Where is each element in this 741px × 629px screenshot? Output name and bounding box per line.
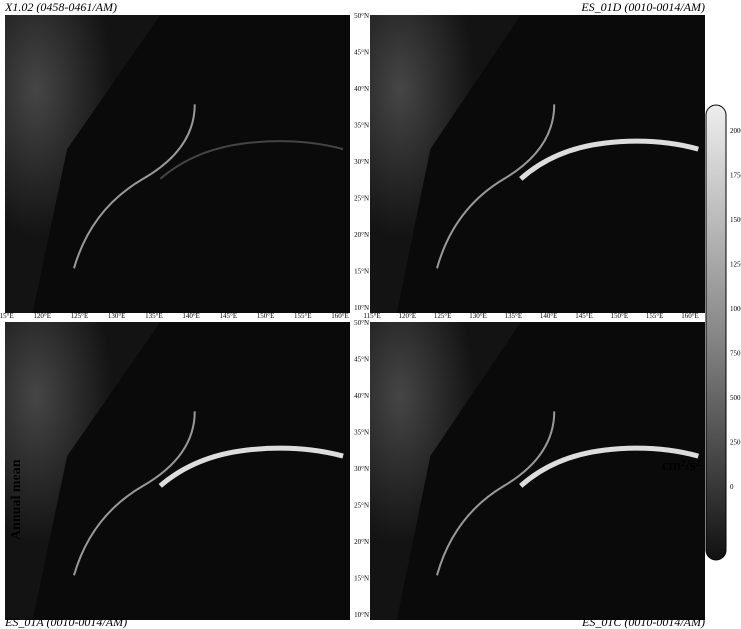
lon-label: 150°E	[611, 312, 629, 320]
lon-label: 125°E	[434, 312, 452, 320]
lat-label: 45°N	[354, 49, 369, 57]
colorbar-tick-label: 500	[730, 394, 741, 402]
panel-title: ES_01A (0010-0014/AM)	[4, 615, 127, 629]
lon-label: 145°E	[575, 312, 593, 320]
lat-label: 45°N	[354, 356, 369, 364]
colorbar-tick-label: 1750	[730, 172, 741, 180]
lat-label: 10°N	[354, 304, 369, 312]
lat-label: 50°N	[354, 12, 369, 20]
colorbar-tick-label: 1500	[730, 216, 741, 224]
lon-label: 130°E	[469, 312, 487, 320]
panel-title: ES_01C (0010-0014/AM)	[581, 615, 705, 629]
colorbar-tick-label: 750	[730, 350, 741, 358]
lon-label: 130°E	[108, 312, 126, 320]
lon-label: 140°E	[182, 312, 200, 320]
lat-label: 15°N	[354, 268, 369, 276]
colorbar-tick-label: 1250	[730, 261, 741, 269]
lon-label: 120°E	[33, 312, 51, 320]
colorbar-tick-label: 2000	[730, 127, 741, 135]
lon-label: 160°E	[331, 312, 349, 320]
lat-label: 30°N	[354, 158, 369, 166]
lon-label: 125°E	[71, 312, 89, 320]
lon-label: 120°E	[399, 312, 417, 320]
lat-label: 40°N	[354, 392, 369, 400]
lon-label: 115°E	[0, 312, 14, 320]
lon-label: 115°E	[363, 312, 380, 320]
lat-label: 15°N	[354, 575, 369, 583]
colorbar-tick-label: 0	[730, 483, 734, 491]
lat-label: 10°N	[354, 611, 369, 619]
figure: Annual mean cm²/s² X1.02 (0458-0461/AM) E…	[0, 0, 741, 629]
lat-label: 20°N	[354, 538, 369, 546]
lat-label: 35°N	[354, 429, 369, 437]
lat-label: 30°N	[354, 465, 369, 473]
lon-label: 155°E	[646, 312, 664, 320]
colorbar-tick-label: 250	[730, 439, 741, 447]
lon-label: 140°E	[540, 312, 558, 320]
unit-label: cm²/s²	[662, 458, 701, 474]
lat-label: 35°N	[354, 122, 369, 130]
lat-label: 25°N	[354, 195, 369, 203]
lon-label: 160°E	[681, 312, 699, 320]
side-label: Annual mean	[9, 459, 24, 540]
panel-title: X1.02 (0458-0461/AM)	[4, 0, 117, 14]
lon-label: 135°E	[505, 312, 523, 320]
lat-label: 25°N	[354, 502, 369, 510]
colorbar	[706, 105, 726, 560]
lat-label: 40°N	[354, 85, 369, 93]
lon-label: 145°E	[220, 312, 238, 320]
lon-label: 155°E	[294, 312, 312, 320]
lon-label: 135°E	[145, 312, 163, 320]
lat-label: 20°N	[354, 231, 369, 239]
panel-title: ES_01D (0010-0014/AM)	[580, 0, 705, 14]
colorbar-tick-label: 1000	[730, 305, 741, 313]
lat-label: 50°N	[354, 319, 369, 327]
lon-label: 150°E	[257, 312, 275, 320]
